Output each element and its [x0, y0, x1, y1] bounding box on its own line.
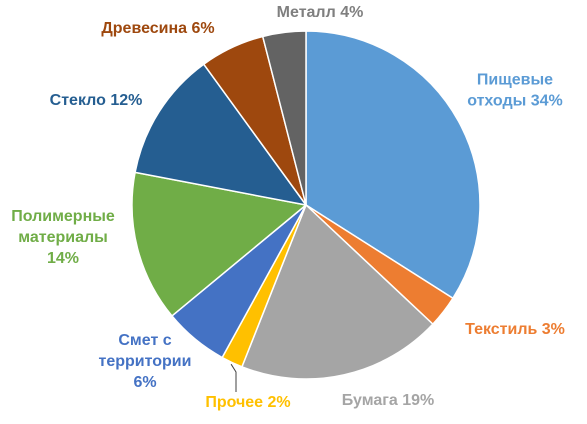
pie-slices: [131, 30, 481, 380]
leader-lines: [230, 363, 237, 392]
data-label-5-line-3: 6%: [133, 374, 156, 391]
data-label-1-line-2: отходы 34%: [467, 93, 563, 110]
pie-slice-7: [134, 63, 307, 206]
data-label-3: Бумага 19%: [342, 392, 435, 409]
data-label-4-line-1: Прочее 2%: [205, 394, 290, 411]
pie-slice-3: [241, 204, 434, 380]
data-label-5-line-1: Смет с: [118, 332, 171, 349]
data-label-6-line-2: материалы: [18, 229, 108, 246]
pie-slice-9: [261, 30, 307, 206]
data-label-5: Смет с территории 6%: [99, 332, 192, 391]
data-label-6-line-1: Полимерные: [11, 208, 115, 225]
data-label-4: Прочее 2%: [205, 394, 290, 411]
data-label-2-line-1: Текстиль 3%: [465, 321, 565, 338]
data-label-3-line-1: Бумага 19%: [342, 392, 435, 409]
data-label-5-line-2: территории: [99, 353, 192, 370]
data-label-8: Древесина 6%: [101, 20, 214, 37]
leader-line-other: [230, 363, 237, 392]
pie-slice-6: [131, 171, 307, 317]
data-label-6-line-3: 14%: [47, 250, 79, 267]
data-label-1: Пищевые отходы 34%: [467, 72, 563, 110]
data-label-7: Стекло 12%: [50, 92, 143, 109]
data-label-8-line-1: Древесина 6%: [101, 20, 214, 37]
pie-labels: Пищевые отходы 34% Текстиль 3% Бумага 19% Пр…: [11, 4, 565, 411]
pie-slice-1: [305, 30, 481, 299]
data-label-7-line-1: Стекло 12%: [50, 92, 143, 109]
data-label-2: Текстиль 3%: [465, 321, 565, 338]
data-label-6: Полимерные материалы 14%: [11, 208, 115, 267]
data-label-1-line-1: Пищевые: [477, 72, 553, 89]
data-label-9: Металл 4%: [277, 4, 364, 21]
data-label-9-line-1: Металл 4%: [277, 4, 364, 21]
